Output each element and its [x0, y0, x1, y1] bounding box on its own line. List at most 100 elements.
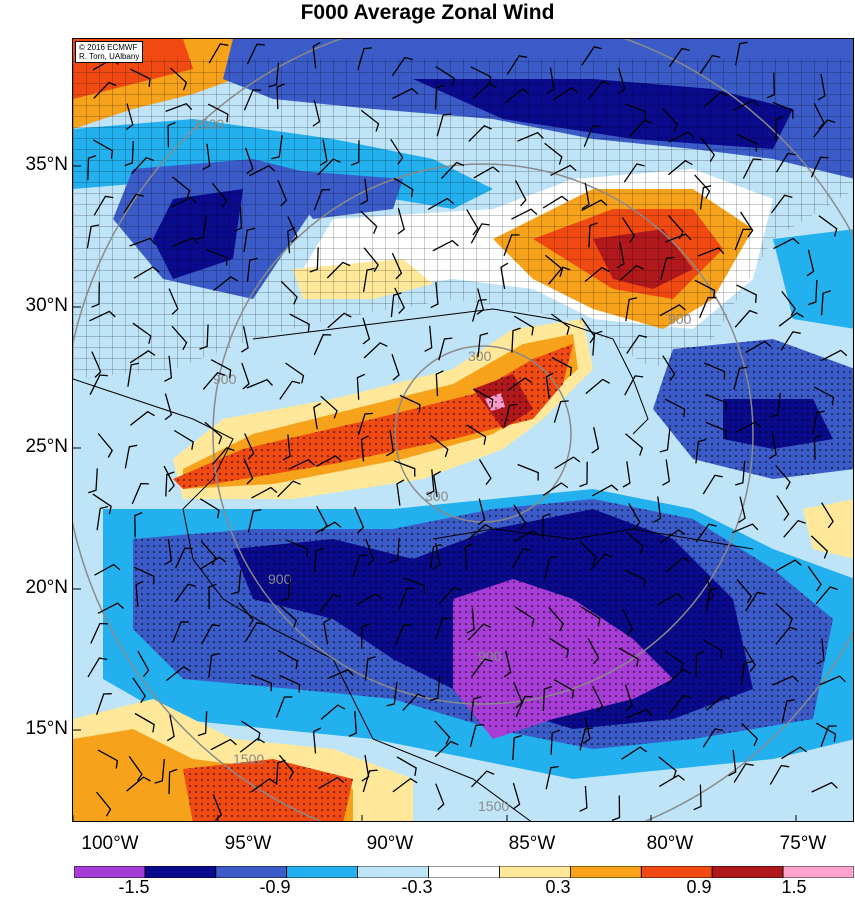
wind-barb: [668, 131, 695, 143]
wind-barb: [205, 249, 228, 266]
wind-barb: [389, 537, 400, 563]
wind-barb: [694, 279, 716, 299]
wind-barb: [128, 755, 143, 782]
wind-barb: [738, 496, 746, 524]
wind-barb: [211, 182, 228, 208]
coastline-gulf: [252, 308, 649, 435]
wind-barb: [97, 602, 125, 614]
wind-barb: [243, 227, 256, 252]
wind-barb: [807, 566, 822, 592]
wind-barb: [432, 239, 459, 252]
wind-barb: [313, 547, 324, 573]
wind-barb: [171, 176, 191, 199]
wind-barb: [669, 694, 692, 714]
wind-barb: [436, 113, 452, 137]
wind-barb: [319, 593, 341, 613]
wind-barb: [664, 398, 686, 418]
wind-barb: [434, 740, 459, 758]
contour-label: 900: [268, 571, 292, 587]
significance-stipple-atlantic: [653, 339, 853, 479]
wind-barb: [619, 264, 644, 281]
wind-barb: [171, 325, 188, 351]
wind-barb: [515, 695, 533, 718]
wind-barb: [315, 521, 342, 534]
latitude-label: 30°N: [25, 295, 68, 316]
colorbar-label: 0.9: [686, 877, 712, 897]
wind-barb: [745, 591, 766, 612]
wind-barb: [392, 87, 419, 100]
wind-barb: [323, 617, 332, 645]
wind-barb: [251, 778, 277, 793]
wind-barb: [611, 795, 621, 821]
wind-barb: [361, 623, 370, 649]
wind-barb: [775, 603, 793, 627]
wind-barb: [736, 284, 757, 303]
wind-barb: [243, 89, 262, 111]
wind-barb: [477, 332, 489, 358]
wind-barb: [470, 223, 490, 244]
wind-barb: [464, 543, 473, 570]
wind-barb: [318, 776, 345, 790]
wind-barb: [478, 459, 492, 485]
wind-barb: [812, 410, 825, 435]
wind-barb: [207, 103, 229, 123]
wind-barb: [319, 139, 328, 166]
wind-barb: [549, 637, 569, 659]
credit-line-1: © 2016 ECMWF: [79, 43, 138, 52]
wind-barb: [90, 622, 108, 644]
wind-barb: [197, 711, 208, 737]
wind-barb: [807, 279, 818, 306]
wind-barb: [199, 324, 209, 350]
wind-barb: [313, 334, 332, 356]
wind-barb: [210, 738, 237, 751]
wind-barb: [706, 587, 718, 612]
wind-barb: [268, 62, 280, 88]
wind-barb: [506, 377, 533, 392]
wind-barb: [240, 720, 261, 741]
wind-barb: [703, 91, 728, 108]
county-boundaries: [73, 59, 853, 379]
wind-barb: [435, 783, 445, 811]
wind-barb: [512, 782, 521, 810]
wind-barb: [657, 592, 684, 605]
wind-barb: [816, 638, 825, 665]
anomaly-weak-negative-ne: [773, 229, 853, 329]
wind-barb: [626, 334, 648, 354]
wind-barb: [745, 340, 772, 354]
wind-barb: [393, 460, 416, 477]
wind-barb: [542, 482, 569, 497]
wind-barb: [624, 684, 633, 712]
wind-barb: [513, 530, 540, 542]
credit-box: © 2016 ECMWF R. Torn, UAlbany: [75, 41, 144, 63]
wind-barb: [772, 101, 794, 119]
wind-barb: [173, 429, 194, 450]
wind-barb: [659, 427, 671, 453]
wind-barb: [820, 725, 837, 747]
colorbar: [74, 866, 854, 878]
wind-barb: [743, 645, 756, 672]
wind-barb: [391, 353, 400, 381]
wind-barb: [728, 750, 737, 777]
wind-barb: [517, 131, 544, 142]
wind-barb: [317, 158, 341, 176]
wind-barb: [195, 215, 207, 240]
map-panel[interactable]: 300 300 900 900 900 900 1500 1500 1500 ©…: [72, 38, 854, 822]
wind-barb: [668, 47, 690, 67]
wind-barb: [503, 234, 520, 256]
wind-barb: [129, 350, 156, 364]
colorbar-label: 1.5: [781, 877, 807, 897]
wind-barb: [554, 456, 581, 470]
wind-barb: [127, 362, 140, 387]
contour-label: 1500: [233, 751, 264, 767]
wind-barb: [773, 237, 800, 250]
wind-barb: [171, 237, 199, 248]
wind-barb: [705, 575, 714, 603]
wind-barb: [175, 547, 193, 569]
coastline-cuba: [432, 528, 754, 550]
wind-barb: [241, 362, 250, 390]
wind-barb: [662, 459, 671, 486]
wind-barb: [735, 421, 762, 434]
wind-barb: [315, 455, 343, 467]
wind-barb: [402, 693, 426, 711]
wind-barb: [392, 777, 418, 793]
